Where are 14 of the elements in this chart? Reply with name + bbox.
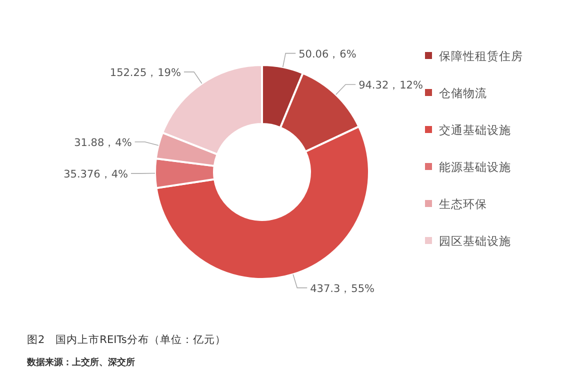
legend-label: 园区基础设施 [439,234,511,248]
text: 图2 国内上市REITs分布（单位：亿元） [27,333,226,346]
data-label: 437.3，55% [310,282,375,295]
legend-label: 仓储物流 [439,86,487,100]
legend-label: 交通基础设施 [439,123,511,137]
legend-label: 能源基础设施 [439,160,511,174]
data-label: 31.88，4% [74,136,132,149]
legend-label: 保障性租赁住房 [439,49,523,63]
source-note: 数据来源：上交所、深交所 [26,357,135,368]
data-label: 35.376，4% [64,168,128,180]
legend-label: 生态环保 [439,197,487,211]
data-label: 50.06，6% [298,48,356,60]
data-label: 94.32，12% [358,80,423,92]
data-label: 152.25，19% [110,66,181,79]
